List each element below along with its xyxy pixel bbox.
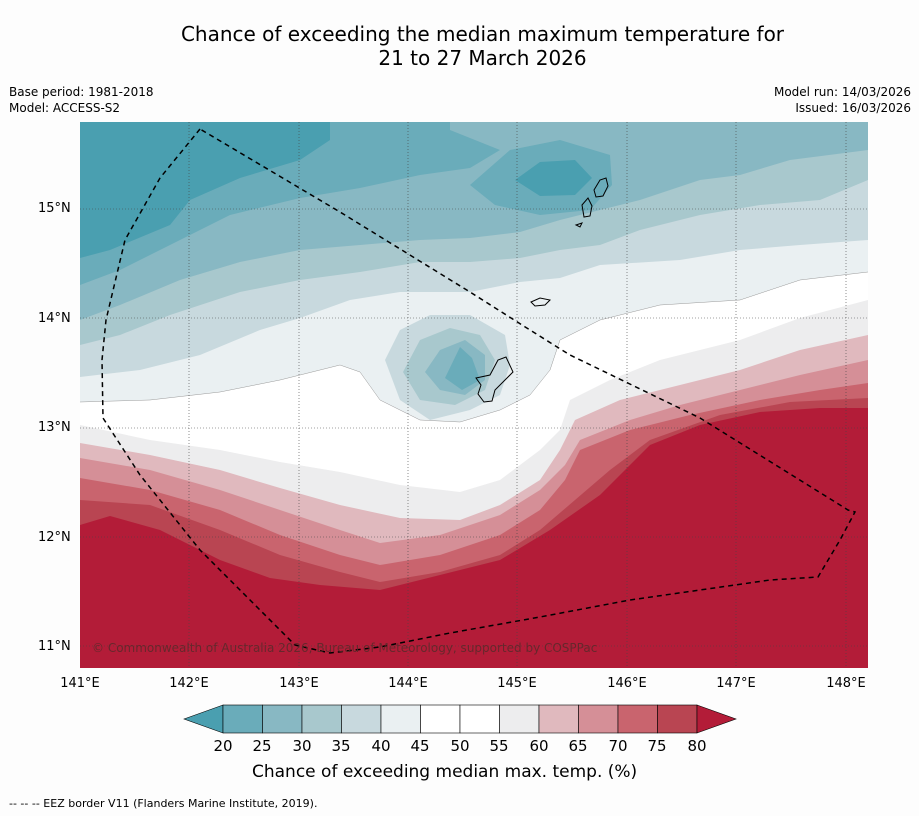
band-80 xyxy=(80,408,868,668)
colorbar-tick-30: 30 xyxy=(292,737,312,755)
lat-label-12n: 12°N xyxy=(38,530,71,545)
lon-label-148e: 148°E xyxy=(826,676,866,691)
island-saipan xyxy=(593,177,609,198)
lon-label-147e: 147°E xyxy=(716,676,756,691)
island-tinian xyxy=(581,197,593,218)
colorbar-extend-high xyxy=(696,704,737,734)
issued-date: Issued: 16/03/2026 xyxy=(795,101,911,115)
colorbar-tick-80: 80 xyxy=(687,737,707,755)
contour-50-line xyxy=(80,271,868,423)
base-period: Base period: 1981-2018 xyxy=(9,85,154,99)
lat-label-13n: 13°N xyxy=(38,420,71,435)
island-guam xyxy=(475,356,514,403)
colorbar-cell-50 xyxy=(459,704,500,734)
lon-label-146e: 146°E xyxy=(607,676,647,691)
copyright-notice: © Commonwealth of Australia 2026, Bureau… xyxy=(92,641,598,655)
model-run: Model run: 14/03/2026 xyxy=(773,85,911,99)
blob-25 xyxy=(445,347,480,390)
island-aguijan xyxy=(574,222,583,228)
colorbar-cell-65 xyxy=(578,704,619,734)
lat-label-11n: 11°N xyxy=(38,639,71,654)
title-line-1: Chance of exceeding the median maximum t… xyxy=(180,22,785,46)
lon-label-144e: 144°E xyxy=(388,676,428,691)
lon-label-141e: 141°E xyxy=(60,676,100,691)
colorbar-tick-60: 60 xyxy=(529,737,549,755)
colorbar-tick-75: 75 xyxy=(647,737,667,755)
graticule xyxy=(80,122,868,668)
map-area xyxy=(80,122,868,668)
colorbar-cell-45 xyxy=(420,704,461,734)
colorbar-label: Chance of exceeding median max. temp. (%… xyxy=(252,762,638,782)
colorbar-tick-40: 40 xyxy=(371,737,391,755)
meta-right: Model run: 14/03/2026 Issued: 16/03/2026 xyxy=(774,84,911,116)
colorbar-tick-25: 25 xyxy=(252,737,272,755)
colorbar-tick-50: 50 xyxy=(450,737,470,755)
colorbar-tick-70: 70 xyxy=(608,737,628,755)
colorbar-tick-20: 20 xyxy=(213,737,233,755)
lon-label-142e: 142°E xyxy=(169,676,209,691)
island-rota xyxy=(530,297,552,307)
upper-blob-inner xyxy=(515,160,592,196)
colorbar-cell-30 xyxy=(301,704,342,734)
colorbar-extend-low xyxy=(183,704,224,734)
meta-left: Base period: 1981-2018 Model: ACCESS-S2 xyxy=(9,84,154,116)
lat-label-14n: 14°N xyxy=(38,311,71,326)
colorbar-cell-55 xyxy=(499,704,540,734)
chart-title: Chance of exceeding the median maximum t… xyxy=(0,22,919,70)
colorbar-cell-70 xyxy=(617,704,658,734)
colorbar-tick-35: 35 xyxy=(331,737,351,755)
lon-label-143e: 143°E xyxy=(279,676,319,691)
colorbar-cell-20 xyxy=(222,704,263,734)
colorbar-cell-25 xyxy=(262,704,303,734)
colorbar-tick-45: 45 xyxy=(410,737,430,755)
colorbar-cell-40 xyxy=(380,704,421,734)
colorbar-cell-60 xyxy=(538,704,579,734)
colorbar-cell-35 xyxy=(341,704,382,734)
colorbar-tick-65: 65 xyxy=(568,737,588,755)
lat-label-15n: 15°N xyxy=(38,201,71,216)
colorbar xyxy=(183,704,737,734)
eez-border xyxy=(101,128,857,654)
model-name: Model: ACCESS-S2 xyxy=(9,101,121,115)
colorbar-tick-55: 55 xyxy=(489,737,509,755)
title-line-2: 21 to 27 March 2026 xyxy=(378,46,587,70)
lon-label-145e: 145°E xyxy=(497,676,537,691)
eez-footnote: -- -- -- EEZ border V11 (Flanders Marine… xyxy=(9,797,318,810)
colorbar-cell-75 xyxy=(657,704,698,734)
